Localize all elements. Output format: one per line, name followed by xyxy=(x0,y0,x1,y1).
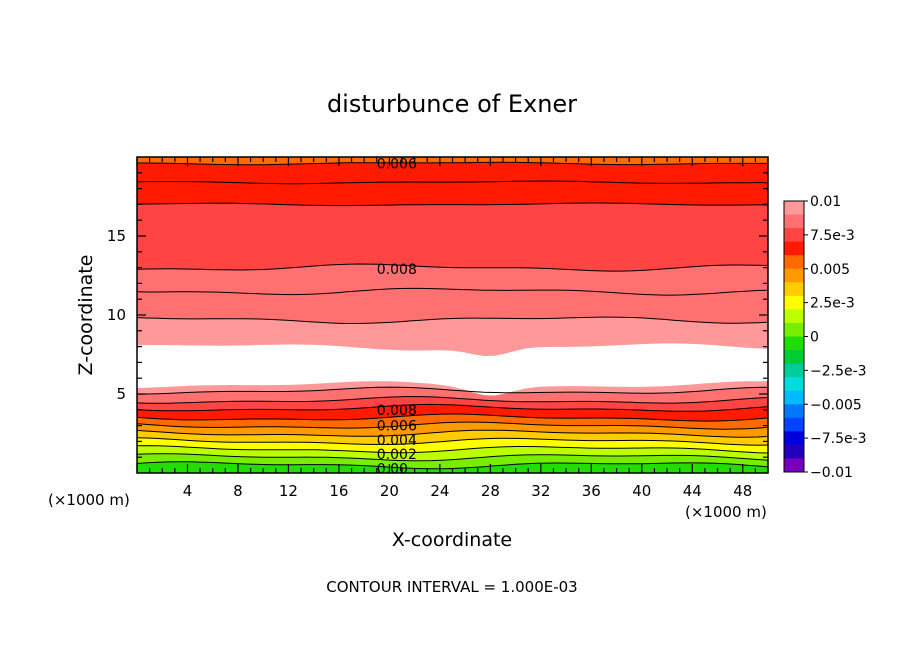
x-tick-label: 20 xyxy=(380,482,399,500)
contour-line-9 xyxy=(136,395,769,404)
contour-line-10 xyxy=(136,386,769,395)
colorbar-swatch xyxy=(784,201,804,216)
x-tick-label: 40 xyxy=(632,482,651,500)
x-tick-label: 12 xyxy=(279,482,298,500)
colorbar-swatch xyxy=(784,241,804,256)
colorbar-swatch xyxy=(784,458,804,473)
colorbar-swatch xyxy=(784,363,804,378)
x-units-right: (×1000 m) xyxy=(685,503,767,521)
contour-label-3: 0.006 xyxy=(377,419,417,435)
contour-lines xyxy=(136,161,769,470)
colorbar-swatch xyxy=(784,336,804,351)
contour-line-4 xyxy=(136,437,769,446)
contour-label-6: 0.00 xyxy=(377,461,408,477)
chart-title: disturbunce of Exner xyxy=(327,90,577,118)
contour-label-1: 0.008 xyxy=(377,262,417,278)
contour-line-3 xyxy=(136,445,769,454)
x-tick-label: 44 xyxy=(683,482,702,500)
x-tick-label: 8 xyxy=(233,482,243,500)
contour-label-4: 0.004 xyxy=(377,433,417,449)
x-tick-label: 28 xyxy=(481,482,500,500)
contour-label-5: 0.002 xyxy=(377,447,417,463)
colorbar-swatch xyxy=(784,417,804,432)
x-tick-label: 4 xyxy=(183,482,193,500)
colorbar-swatch xyxy=(784,350,804,365)
colorbar-swatch xyxy=(784,228,804,243)
colorbar-label: 7.5e-3 xyxy=(810,228,855,244)
contour-line-6 xyxy=(136,421,769,430)
contour-line-17 xyxy=(136,180,769,185)
contour-band-16 xyxy=(136,180,769,206)
colorbar-label: −0.01 xyxy=(810,465,853,481)
colorbar-swatch xyxy=(784,404,804,419)
contour-fill-bands xyxy=(136,156,769,474)
y-axis-label: Z-coordinate xyxy=(75,255,97,376)
x-axis-label: X-coordinate xyxy=(392,529,512,551)
colorbar-label: 2.5e-3 xyxy=(810,296,855,312)
contour-label-2: 0.008 xyxy=(377,403,417,419)
contour-band-15 xyxy=(136,202,769,272)
colorbar-swatch xyxy=(784,322,804,337)
contour-line-5 xyxy=(136,429,769,438)
contour-line-2 xyxy=(136,453,769,462)
y-tick-label: 5 xyxy=(116,385,126,403)
colorbar-swatch xyxy=(784,377,804,392)
colorbar xyxy=(783,200,805,473)
x-tick-label: 48 xyxy=(733,482,752,500)
colorbar-label: 0.005 xyxy=(810,262,850,278)
x-tick-label: 16 xyxy=(329,482,348,500)
colorbar-swatch xyxy=(784,431,804,446)
y-tick-label: 15 xyxy=(107,227,126,245)
colorbar-label: −7.5e-3 xyxy=(810,431,867,447)
colorbar-swatch xyxy=(784,444,804,459)
contour-line-14 xyxy=(136,287,769,296)
colorbar-swatch xyxy=(784,282,804,297)
colorbar-swatch xyxy=(784,255,804,270)
colorbar-swatch xyxy=(784,390,804,405)
x-tick-label: 32 xyxy=(531,482,550,500)
colorbar-label: 0 xyxy=(810,330,819,346)
colorbar-labels: 0.01 7.5e-3 0.005 2.5e-3 0 −2.5e-3 −0.005 −7.5e… xyxy=(804,194,867,481)
contour-line-8 xyxy=(136,403,769,412)
contour-line-7 xyxy=(136,413,769,422)
contour-line-18 xyxy=(137,161,768,166)
y-tick-label: 10 xyxy=(107,306,126,324)
colorbar-swatch xyxy=(784,214,804,229)
contour-line-13 xyxy=(136,316,769,324)
contour-label-0: 0.006 xyxy=(377,156,417,172)
contour-interval-note: CONTOUR INTERVAL = 1.000E-03 xyxy=(326,578,577,596)
y-axis-ticks: 5 10 15 xyxy=(107,172,768,458)
x-tick-label: 36 xyxy=(582,482,601,500)
x-tick-label: 24 xyxy=(430,482,449,500)
colorbar-swatch xyxy=(784,309,804,324)
x-axis-ticks: 4 8 12 16 20 24 28 32 36 40 44 48 xyxy=(136,157,769,500)
contour-line-16 xyxy=(137,202,768,207)
colorbar-label: −2.5e-3 xyxy=(810,363,867,379)
colorbar-label: −0.005 xyxy=(810,397,862,413)
colorbar-label: 0.01 xyxy=(810,194,841,210)
colorbar-swatch xyxy=(784,268,804,283)
x-units-left: (×1000 m) xyxy=(48,491,130,509)
colorbar-swatch xyxy=(784,295,804,310)
contour-line-15 xyxy=(136,263,769,272)
contour-band-17 xyxy=(136,161,769,184)
